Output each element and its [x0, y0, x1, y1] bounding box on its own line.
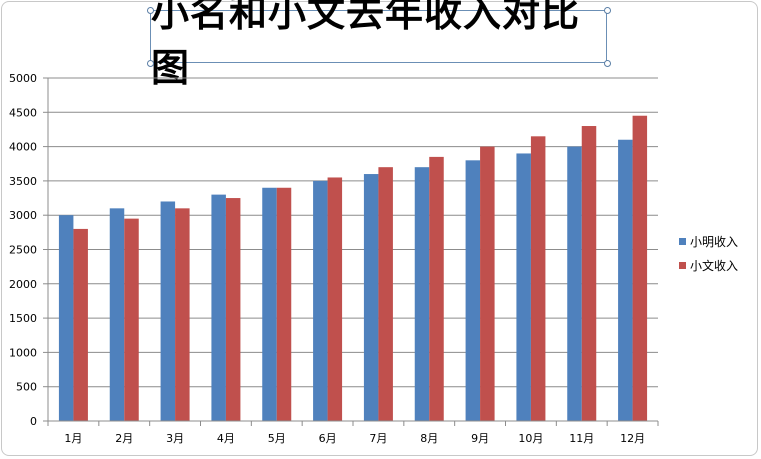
- x-tick-label: 11月: [569, 432, 594, 445]
- title-resize-handle-br[interactable]: [604, 60, 611, 67]
- bar-1: [516, 153, 531, 421]
- y-tick-label: 2500: [9, 244, 37, 257]
- bar-1: [211, 194, 226, 421]
- bar-2: [327, 177, 343, 421]
- y-tick-label: 3000: [9, 209, 37, 222]
- axes: [43, 77, 659, 426]
- title-resize-handle-bl[interactable]: [147, 60, 154, 67]
- x-tick-label: 7月: [369, 432, 387, 445]
- bars: [58, 115, 648, 422]
- gridlines: [48, 77, 658, 388]
- x-tick-label: 10月: [518, 432, 543, 445]
- x-tick-label: 12月: [620, 432, 645, 445]
- legend-swatch: [679, 238, 686, 245]
- x-tick-label: 9月: [471, 432, 489, 445]
- y-tick-label: 1000: [9, 346, 37, 359]
- y-tick-label: 4500: [9, 106, 37, 119]
- title-resize-handle-tr[interactable]: [604, 7, 611, 14]
- title-resize-handle-tl[interactable]: [147, 7, 154, 14]
- legend-label: 小明收入: [690, 235, 738, 249]
- x-tick-labels: 1月 2月 3月 4月 5月 6月 7月 8月 9月 10月 11月 12月: [64, 432, 645, 445]
- bar-2: [581, 126, 597, 422]
- bar-2: [175, 208, 190, 421]
- bar-1: [465, 160, 481, 421]
- bar-2: [429, 156, 444, 421]
- y-tick-label: 500: [16, 381, 37, 394]
- bar-2: [378, 167, 393, 421]
- x-tick-label: 6月: [319, 432, 337, 445]
- bar-1: [363, 174, 379, 421]
- y-tick-label: 3500: [9, 175, 37, 188]
- x-tick-label: 3月: [166, 432, 184, 445]
- bar-2: [632, 115, 648, 421]
- chart-title: 小名和小文去年收入对比图: [151, 0, 581, 90]
- bar-1: [160, 201, 176, 421]
- bar-1: [618, 139, 633, 422]
- bar-1: [58, 215, 74, 421]
- bar-1: [567, 146, 582, 421]
- bar-1: [109, 208, 125, 421]
- x-tick-label: 1月: [64, 432, 82, 445]
- bar-2: [480, 146, 495, 421]
- bar-2: [276, 187, 292, 421]
- bar-1: [313, 180, 328, 421]
- bar-1: [262, 187, 277, 421]
- y-tick-labels: 0 500 1000 1500 2000 2500 3000 3500 4000 4500 5000: [9, 72, 37, 428]
- y-tick-label: 0: [30, 415, 37, 428]
- x-tick-label: 5月: [268, 432, 286, 445]
- y-tick-label: 2000: [9, 278, 37, 291]
- y-tick-label: 5000: [9, 72, 37, 85]
- y-tick-label: 4000: [9, 141, 37, 154]
- bar-2: [73, 228, 88, 421]
- x-tick-label: 2月: [115, 432, 133, 445]
- x-tick-label: 8月: [420, 432, 438, 445]
- legend-label: 小文收入: [690, 258, 738, 273]
- bar-1: [414, 167, 430, 421]
- bar-2: [530, 136, 546, 421]
- legend-swatch: [679, 262, 686, 269]
- x-tick-label: 4月: [217, 432, 235, 445]
- bar-2: [225, 198, 241, 421]
- bar-2: [124, 218, 139, 421]
- chart-title-box[interactable]: 小名和小文去年收入对比图: [150, 0, 607, 90]
- y-tick-label: 1500: [9, 312, 37, 325]
